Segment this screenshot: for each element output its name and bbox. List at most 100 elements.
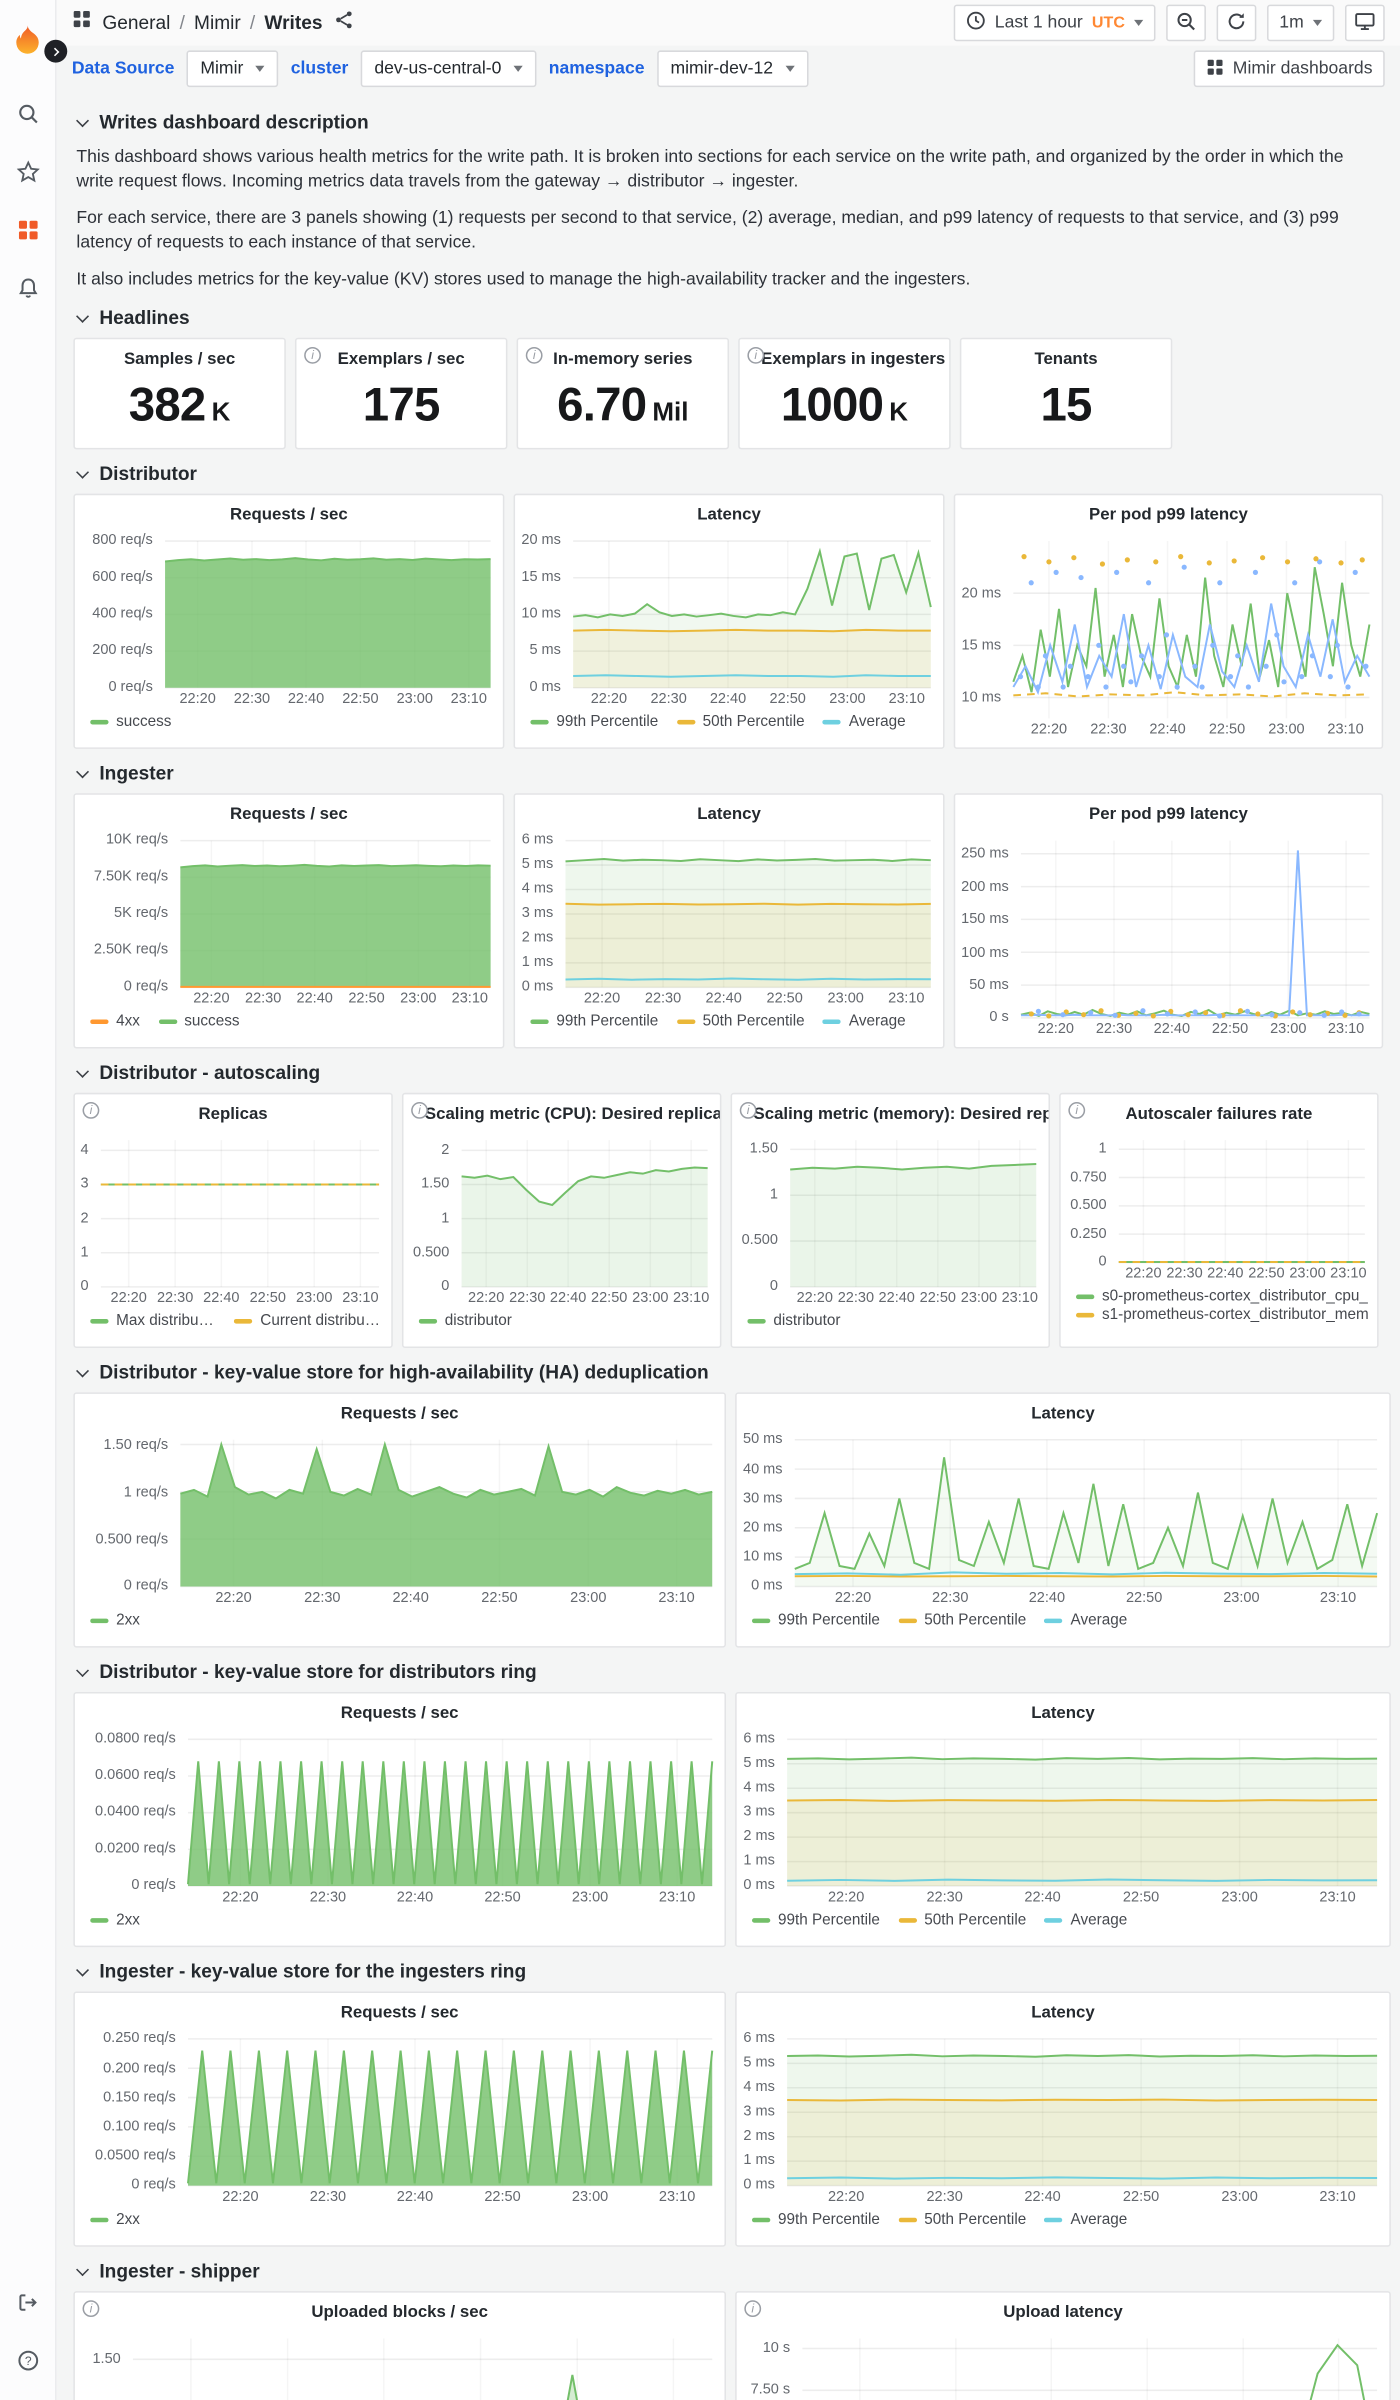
panel-title[interactable]: Latency xyxy=(697,806,761,825)
zoom-out-button[interactable] xyxy=(1166,4,1206,42)
panel-title[interactable]: Latency xyxy=(1031,1704,1095,1724)
panel-title[interactable]: Requests / sec xyxy=(340,1704,459,1724)
help-icon[interactable]: ? xyxy=(9,2342,46,2379)
dashboard-row-toggle[interactable]: Distributor - autoscaling xyxy=(73,1060,1390,1088)
refresh-interval-picker[interactable]: 1m xyxy=(1267,4,1335,42)
dashboard-row-toggle[interactable]: Ingester - shipper xyxy=(73,2258,1390,2286)
panel-title[interactable]: Exemplars / sec xyxy=(337,350,465,370)
legend-item[interactable]: 50th Percentile xyxy=(898,2212,1026,2229)
chart-plot[interactable] xyxy=(1020,841,1370,1020)
panel-title[interactable]: Samples / sec xyxy=(123,350,236,370)
chart-plot[interactable] xyxy=(790,1140,1037,1289)
legend-item[interactable]: Average xyxy=(1044,1613,1127,1630)
namespace-select[interactable]: mimir-dev-12 xyxy=(656,50,809,88)
panel-info-icon[interactable]: i xyxy=(739,1102,757,1120)
panel-title[interactable]: Exemplars in ingesters xyxy=(761,350,946,370)
legend-item[interactable]: 99th Percentile xyxy=(530,1014,658,1031)
panel-info-icon[interactable]: i xyxy=(1068,1102,1086,1120)
dashboard-row-toggle[interactable]: Distributor - key-value store for distri… xyxy=(73,1659,1390,1687)
legend-item[interactable]: Current distributor xyxy=(234,1314,382,1330)
breadcrumb-mimir[interactable]: Mimir xyxy=(194,12,241,34)
datasource-select[interactable]: Mimir xyxy=(186,50,279,88)
sign-in-icon[interactable] xyxy=(9,2283,46,2320)
legend-item[interactable]: s0-prometheus-cortex_distributor_cpu_hpa… xyxy=(1075,1289,1368,1306)
panel-info-icon[interactable]: i xyxy=(304,347,321,365)
legend-item[interactable]: 99th Percentile xyxy=(751,2212,880,2229)
breadcrumb-general[interactable]: General xyxy=(102,12,171,34)
dashboard-row-toggle[interactable]: Distributor xyxy=(73,461,1390,489)
panel-info-icon[interactable]: i xyxy=(525,347,543,365)
mimir-dashboards-button[interactable]: Mimir dashboards xyxy=(1193,50,1385,88)
legend-item[interactable]: 99th Percentile xyxy=(751,1913,880,1930)
chart-plot[interactable] xyxy=(132,2339,713,2400)
refresh-button[interactable] xyxy=(1216,4,1257,42)
dashboard-row-toggle[interactable]: Ingester - key-value store for the inges… xyxy=(73,1959,1390,1987)
panel-info-icon[interactable]: i xyxy=(747,347,765,365)
panel-title[interactable]: Requests / sec xyxy=(340,1405,459,1424)
panel-title[interactable]: Scaling metric (memory): Desired replica… xyxy=(753,1105,1049,1125)
chart-plot[interactable] xyxy=(100,1140,380,1289)
dashboard-row-toggle[interactable]: Ingester xyxy=(73,760,1390,788)
dashboard-row-toggle[interactable]: Writes dashboard description xyxy=(73,109,1390,137)
legend-item[interactable]: 50th Percentile xyxy=(898,1613,1026,1630)
panel-title[interactable]: In-memory series xyxy=(553,350,693,370)
chart-plot[interactable] xyxy=(565,840,931,989)
panel-title[interactable]: Replicas xyxy=(198,1105,268,1125)
legend-item[interactable]: Average xyxy=(1044,1913,1127,1930)
panel-title[interactable]: Per pod p99 latency xyxy=(1089,506,1248,525)
legend-item[interactable]: Average xyxy=(1044,2212,1127,2229)
legend-item[interactable]: success xyxy=(158,1014,239,1031)
grafana-logo[interactable] xyxy=(9,21,46,58)
panel-title[interactable]: Autoscaler failures rate xyxy=(1125,1105,1313,1125)
chart-plot[interactable] xyxy=(787,2038,1378,2188)
chart-plot[interactable] xyxy=(180,840,491,989)
dashboard-row-toggle[interactable]: Distributor - key-value store for high-a… xyxy=(73,1359,1390,1387)
cycle-view-button[interactable] xyxy=(1344,4,1385,42)
panel-title[interactable]: Upload latency xyxy=(1003,2304,1123,2323)
bell-icon[interactable] xyxy=(9,269,46,306)
chart-plot[interactable] xyxy=(1118,1140,1365,1264)
legend-item[interactable]: 4xx xyxy=(90,1014,140,1031)
search-icon[interactable] xyxy=(9,95,46,132)
legend-item[interactable]: distributor xyxy=(418,1314,512,1330)
legend-item[interactable]: Average xyxy=(822,714,906,731)
chart-plot[interactable] xyxy=(187,2038,714,2188)
chart-plot[interactable] xyxy=(573,541,932,690)
legend-item[interactable]: success xyxy=(90,714,171,731)
panel-title[interactable]: Latency xyxy=(697,506,761,525)
panel-info-icon[interactable]: i xyxy=(82,2300,100,2318)
cluster-select[interactable]: dev-us-central-0 xyxy=(360,50,537,88)
dashboards-icon[interactable] xyxy=(9,211,46,248)
share-icon[interactable] xyxy=(333,8,354,37)
legend-item[interactable]: 99th Percentile xyxy=(751,1613,880,1630)
panel-title[interactable]: Scaling metric (CPU): Desired replicas xyxy=(424,1105,720,1125)
legend-item[interactable]: 50th Percentile xyxy=(676,714,805,731)
panel-title[interactable]: Requests / sec xyxy=(340,2004,459,2023)
panel-title[interactable]: Uploaded blocks / sec xyxy=(311,2304,488,2323)
legend-item[interactable]: 99th Percentile xyxy=(530,714,658,731)
legend-item[interactable]: 2xx xyxy=(90,1613,140,1630)
panel-title[interactable]: Latency xyxy=(1031,2004,1095,2023)
chart-plot[interactable] xyxy=(187,1739,714,1888)
legend-item[interactable]: 2xx xyxy=(90,2212,140,2229)
panel-info-icon[interactable]: i xyxy=(411,1102,428,1120)
time-range-picker[interactable]: Last 1 hour UTC xyxy=(953,4,1156,42)
chart-plot[interactable] xyxy=(802,2339,1378,2400)
chart-plot[interactable] xyxy=(787,1739,1378,1888)
chart-plot[interactable] xyxy=(1012,541,1371,720)
chart-plot[interactable] xyxy=(180,1440,713,1588)
chart-plot[interactable] xyxy=(794,1439,1379,1588)
star-icon[interactable] xyxy=(9,153,46,190)
legend-item[interactable]: Max distributor xyxy=(90,1314,216,1330)
panel-info-icon[interactable]: i xyxy=(744,2300,762,2318)
legend-item[interactable]: Average xyxy=(822,1014,906,1031)
panel-title[interactable]: Latency xyxy=(1031,1405,1095,1424)
legend-item[interactable]: s1-prometheus-cortex_distributor_memory_… xyxy=(1075,1307,1368,1324)
panel-title[interactable]: Requests / sec xyxy=(229,506,348,525)
legend-item[interactable]: 2xx xyxy=(90,1913,140,1930)
panel-title[interactable]: Per pod p99 latency xyxy=(1089,806,1248,825)
sidebar-expand-button[interactable] xyxy=(44,39,68,63)
legend-item[interactable]: 50th Percentile xyxy=(898,1913,1026,1930)
dashboard-row-toggle[interactable]: Headlines xyxy=(73,305,1390,333)
chart-plot[interactable] xyxy=(164,541,491,690)
